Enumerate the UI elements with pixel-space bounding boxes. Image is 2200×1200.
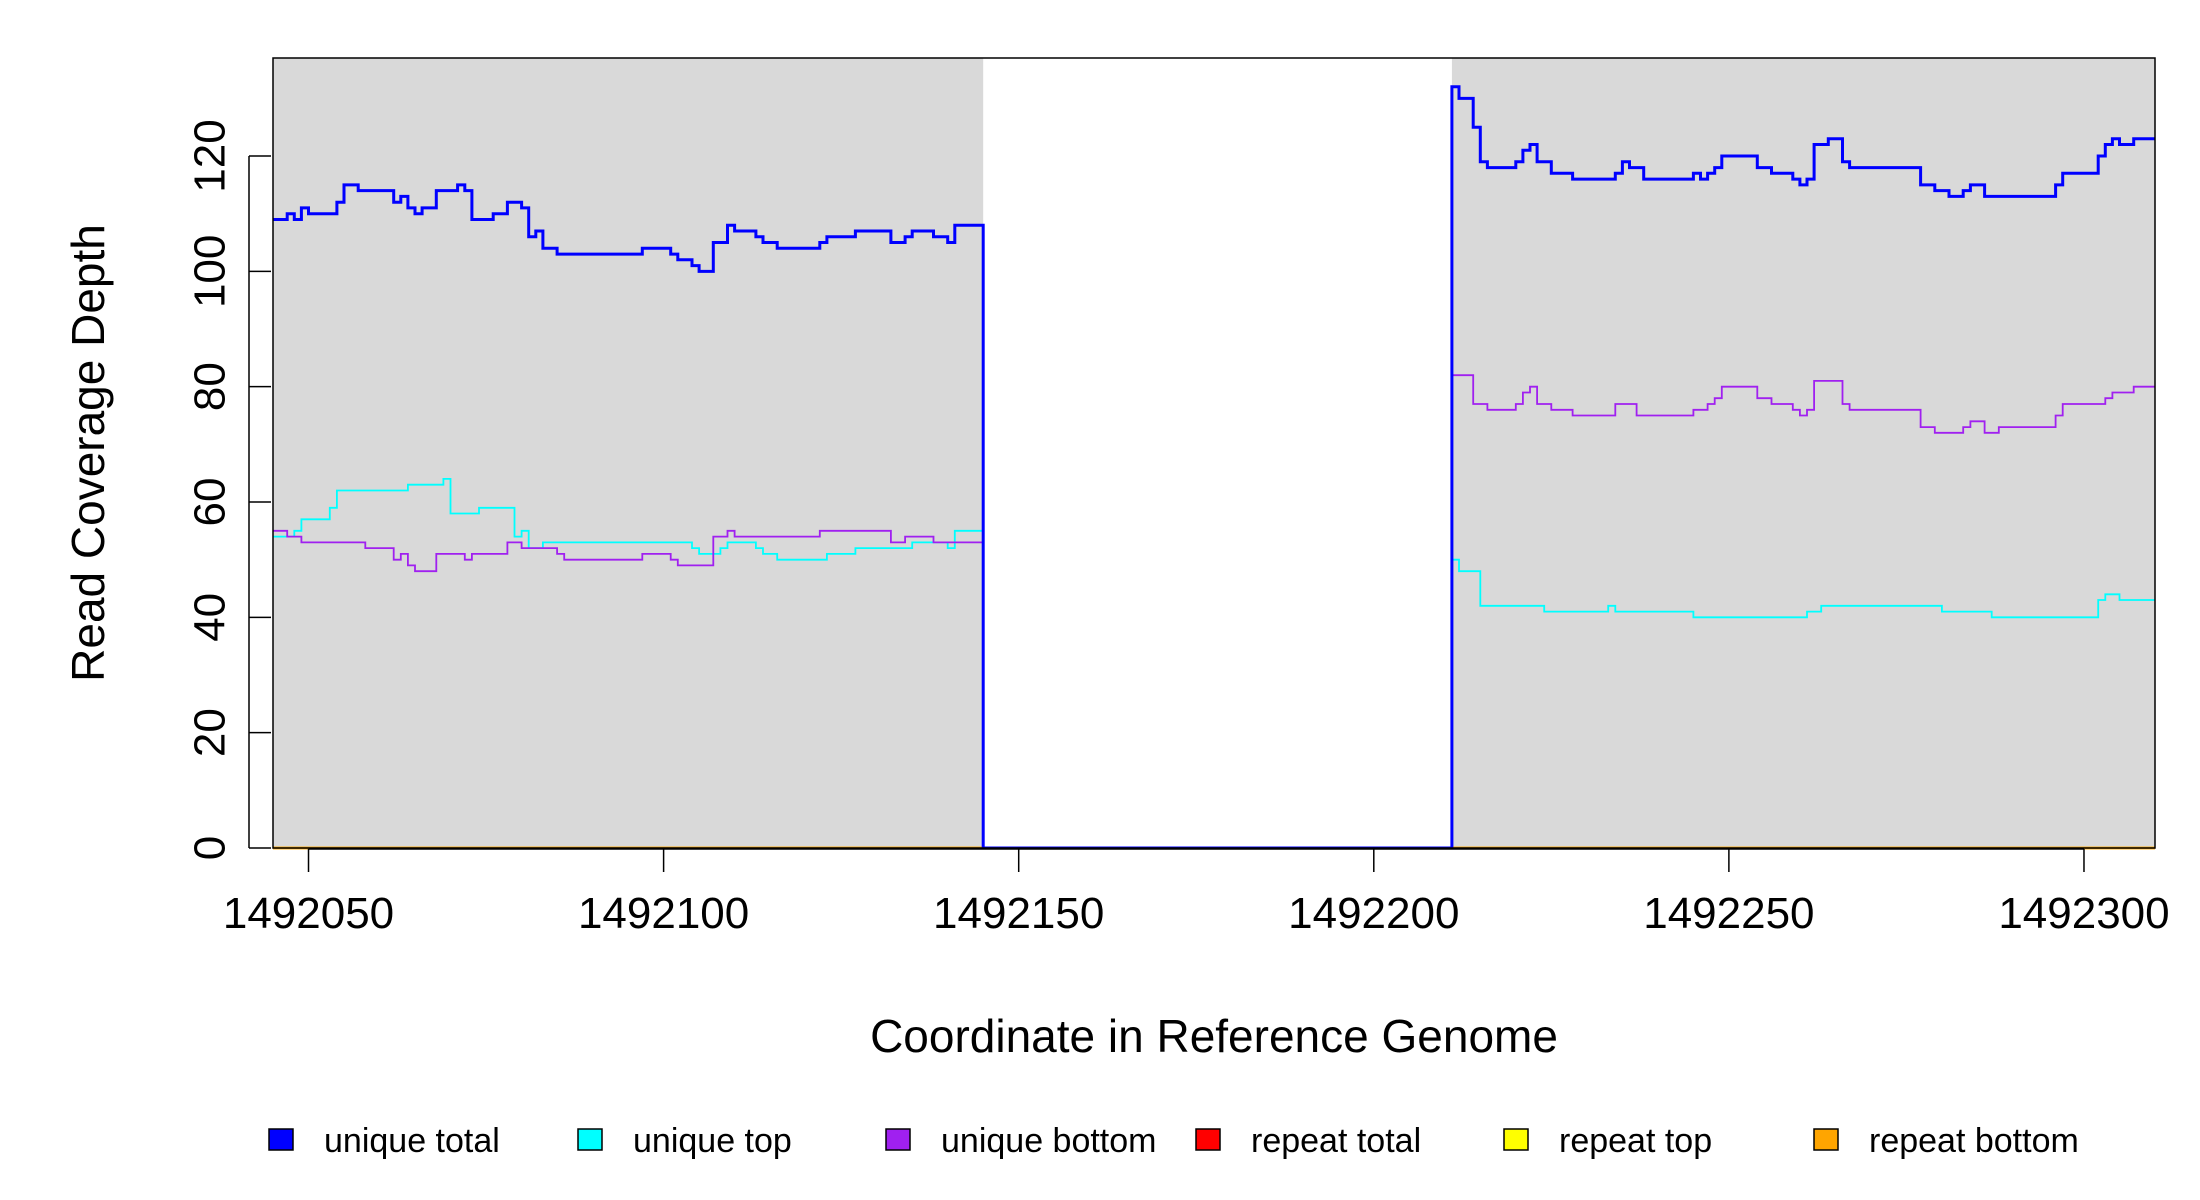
legend-label: repeat bottom <box>1869 1122 2079 1160</box>
legend-swatch <box>577 1128 603 1151</box>
legend-swatch <box>1813 1128 1839 1151</box>
shaded-region-2 <box>1451 58 2155 848</box>
y-tick-label: 100 <box>185 235 234 308</box>
legend-label: unique bottom <box>941 1122 1157 1160</box>
y-tick-label: 120 <box>185 119 234 192</box>
legend-swatch <box>268 1128 294 1151</box>
shaded-region-1 <box>273 58 984 848</box>
x-tick-label: 1492150 <box>933 889 1104 938</box>
shaded-regions <box>273 58 2155 848</box>
legend-swatch <box>1503 1128 1529 1151</box>
series-line-unique-total <box>273 85 2155 850</box>
y-tick-label: 80 <box>185 362 234 411</box>
x-axis: 1492050 1492100 1492150 1492200 1492250 14923… <box>223 848 2170 938</box>
x-tick-label: 1492100 <box>578 889 749 938</box>
series-line-unique-top <box>273 478 2155 849</box>
x-tick-label: 1492200 <box>1288 889 1459 938</box>
legend-label: repeat total <box>1251 1122 1421 1160</box>
y-tick-label: 60 <box>185 478 234 527</box>
x-tick-label: 1492300 <box>1998 889 2169 938</box>
legend-swatch <box>885 1128 911 1151</box>
series-line-unique-bottom <box>273 374 2155 849</box>
x-tick-label: 1492050 <box>223 889 394 938</box>
plot-frame <box>272 57 2156 849</box>
legend-swatch <box>1195 1128 1221 1151</box>
y-tick-label: 40 <box>185 593 234 642</box>
y-axis: 0 20 40 60 80 100 120 <box>185 119 271 860</box>
x-axis-title: Coordinate in Reference Genome <box>870 1010 1558 1062</box>
legend-label: unique top <box>633 1122 792 1160</box>
legend: unique total unique top unique bottom repea… <box>268 1122 2079 1160</box>
legend-label: repeat top <box>1559 1122 1712 1160</box>
y-tick-label: 0 <box>185 836 234 860</box>
x-tick-label: 1492250 <box>1643 889 1814 938</box>
y-tick-label: 20 <box>185 708 234 757</box>
y-axis-title: Read Coverage Depth <box>62 224 114 682</box>
legend-label: unique total <box>324 1122 500 1160</box>
